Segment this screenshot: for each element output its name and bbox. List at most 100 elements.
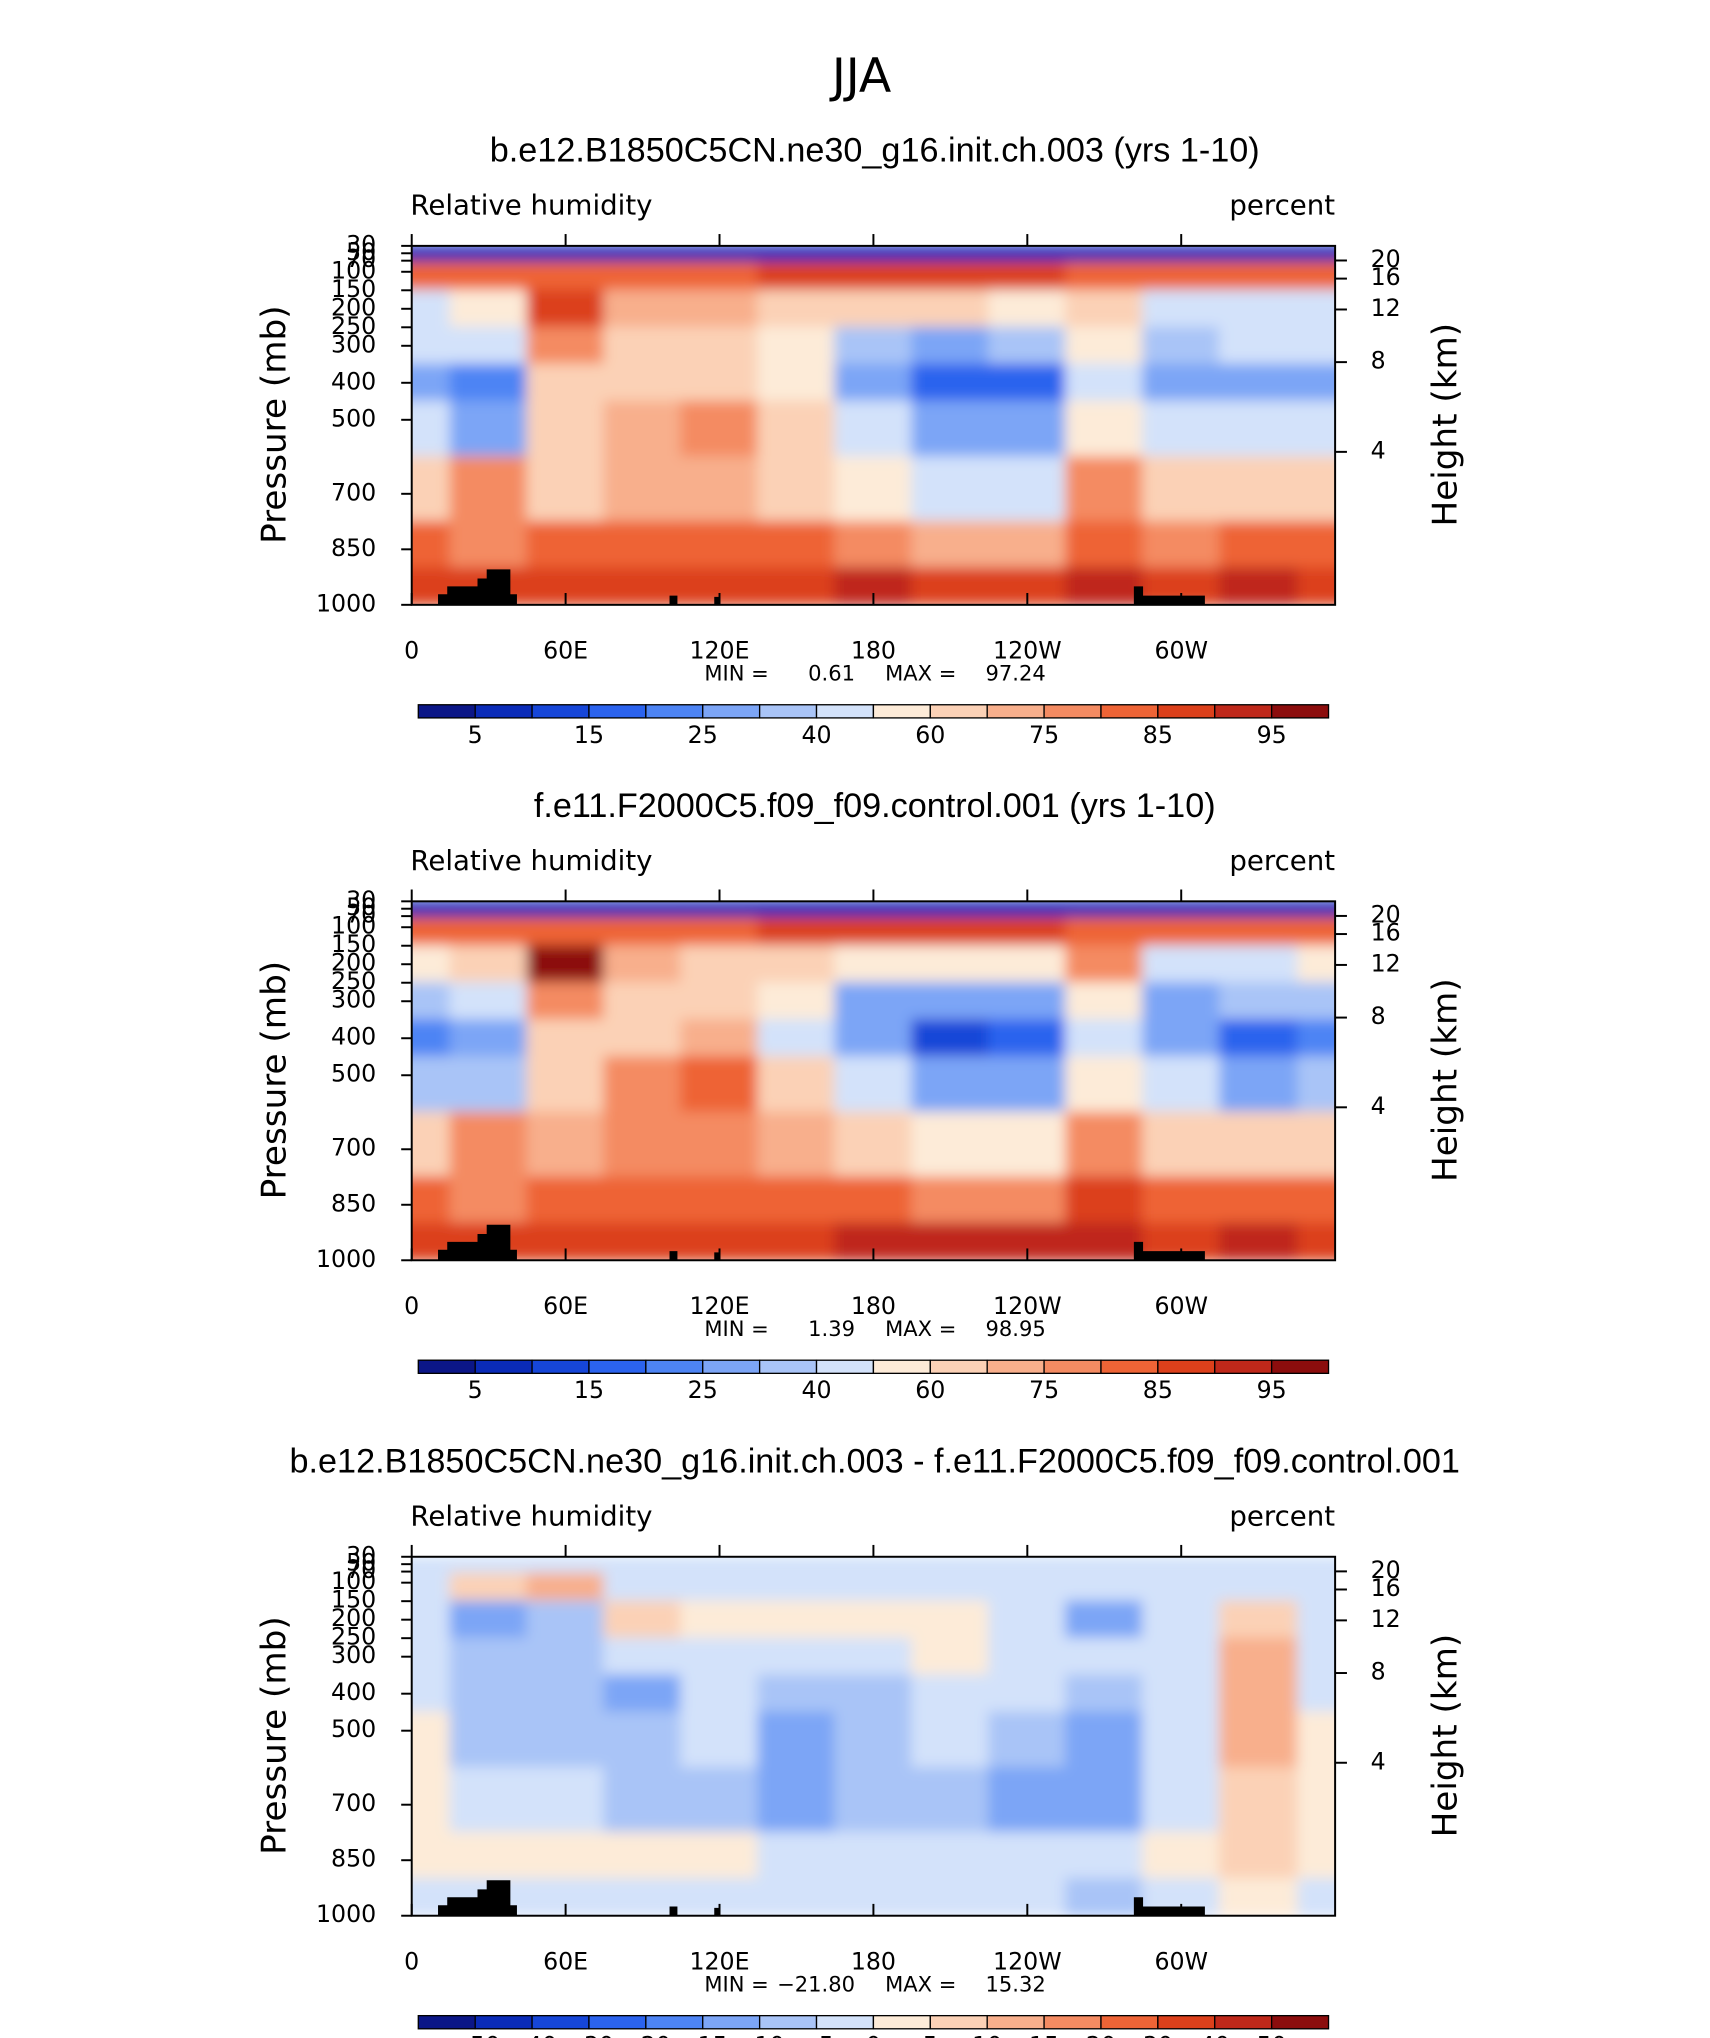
max-label: MAX = (885, 1316, 956, 1341)
contour-cell (1219, 400, 1298, 458)
contour-cell (603, 917, 682, 947)
x-tick-label: 120W (993, 1292, 1062, 1320)
y-tick-label: 150 (331, 1586, 376, 1614)
contour-cell (988, 1572, 1067, 1602)
contour-cell (449, 945, 528, 984)
contour-cell (449, 245, 528, 264)
contour-cell (757, 1222, 836, 1261)
colorbar-label: −10 (735, 2032, 785, 2038)
contour-cell (1065, 1572, 1144, 1602)
contour-cell (1219, 901, 1298, 919)
contour-cell (411, 945, 451, 984)
contour-cell (834, 1711, 913, 1769)
contour-cell (1295, 1674, 1336, 1713)
contour-cell (411, 261, 451, 291)
contour-cell (1219, 1674, 1298, 1713)
colorbar-box (702, 2014, 761, 2030)
contour-cell (1295, 1767, 1336, 1834)
colorbar-box (758, 1359, 818, 1375)
y-tick-label: 50 (346, 238, 376, 266)
contour-cell (988, 982, 1067, 1021)
min-label: MIN = (704, 1971, 768, 1996)
contour-cell (411, 1637, 451, 1676)
y2-axis-label: Height (km) (1425, 978, 1465, 1182)
colorbar-box (929, 704, 988, 719)
contour-cell (911, 1711, 990, 1769)
contour-cell (603, 289, 682, 328)
contour-cell (1065, 917, 1144, 947)
contour-cell (911, 1637, 990, 1676)
contour-cell (411, 363, 451, 402)
contour-cell (603, 1176, 682, 1224)
y-tick-label: 200 (331, 949, 376, 977)
colorbar-label: 60 (915, 721, 945, 749)
contour-cell (526, 1556, 605, 1575)
y2-tick-label: 16 (1371, 1574, 1401, 1602)
contour-cell (449, 363, 528, 402)
contour-cell (680, 1711, 759, 1769)
contour-cell (526, 289, 605, 328)
contour-cell (911, 1019, 990, 1058)
contour-cell (757, 363, 836, 402)
contour-cell (411, 901, 451, 919)
colorbar-label: 5 (468, 721, 483, 749)
contour-cell (411, 289, 451, 328)
contour-cell (1065, 1600, 1144, 1639)
contour-cell (988, 326, 1067, 365)
contour-cell (1219, 1019, 1298, 1058)
x-tick-label: 0 (404, 1292, 419, 1320)
contour-cell (757, 326, 836, 365)
contour-cell (603, 901, 682, 919)
y-axis-label: Pressure (mb) (255, 961, 295, 1199)
contour-cell (911, 261, 990, 291)
contour-cell (1295, 261, 1336, 291)
contour-cell (526, 400, 605, 458)
contour-cell (834, 1637, 913, 1676)
contour-cell (1065, 567, 1144, 605)
contour-cell (1295, 456, 1336, 523)
contour-cell (988, 400, 1067, 458)
contour-cell (680, 261, 759, 291)
colorbar-box (1157, 704, 1216, 719)
colorbar-label: −5 (799, 2032, 834, 2038)
y2-tick-label: 12 (1371, 1605, 1401, 1633)
contour-cell (1142, 363, 1221, 402)
contour-cell (449, 982, 528, 1021)
colorbar-box (645, 704, 704, 719)
contour-cell (411, 1556, 451, 1575)
min-label: MIN = (704, 1316, 768, 1341)
contour-cell (757, 945, 836, 984)
contour-cell (911, 1674, 990, 1713)
contour-cell (526, 917, 605, 947)
y2-axis-label: Height (km) (1425, 1634, 1465, 1838)
colorbar-box (588, 704, 647, 719)
y-tick-label: 300 (331, 986, 376, 1014)
contour-cell (757, 1674, 836, 1713)
colorbar-box (986, 2014, 1045, 2030)
contour-cell (1142, 326, 1221, 365)
contour-cell (680, 1056, 759, 1113)
y-tick-label: 30 (346, 886, 376, 914)
contour-cell (1219, 982, 1298, 1021)
contour-cell (1065, 363, 1144, 402)
contour-cell (526, 261, 605, 291)
contour-cell (988, 245, 1067, 264)
contour-cell (1219, 1831, 1298, 1880)
contour-cell (1219, 1711, 1298, 1769)
y2-tick-label: 16 (1371, 919, 1401, 947)
contour-cell (1142, 1674, 1221, 1713)
contour-cell (1142, 945, 1221, 984)
contour-cell (1142, 520, 1221, 569)
y-tick-label: 700 (331, 478, 376, 506)
contour-cell (1065, 261, 1144, 291)
y-axis-label: Pressure (mb) (255, 1616, 295, 1854)
panel-title: b.e12.B1850C5CN.ne30_g16.init.ch.003 - f… (290, 1442, 1460, 1480)
contour-cell (757, 1878, 836, 1916)
panel: f.e11.F2000C5.f09_f09.control.001 (yrs 1… (255, 787, 1466, 1404)
contour-cell (1295, 289, 1336, 328)
contour-cell (911, 400, 990, 458)
colorbar-box (474, 2014, 533, 2030)
y-tick-label: 150 (331, 275, 376, 303)
contour-cell (757, 261, 836, 291)
contour-cell (988, 1056, 1067, 1113)
